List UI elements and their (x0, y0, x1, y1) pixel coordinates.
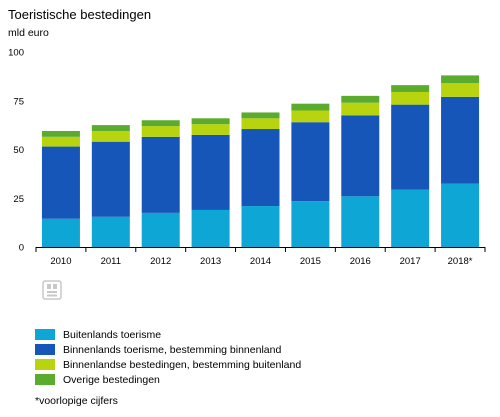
bar-segment (91, 130, 130, 142)
legend-swatch (35, 329, 55, 340)
y-tick-label: 75 (13, 96, 24, 107)
bar-segment (391, 104, 430, 190)
bar-segment (191, 118, 230, 125)
legend-label: Binnenlandse bestedingen, bestemming bui… (63, 358, 302, 371)
bar-segment (241, 112, 280, 119)
y-tick-label: 0 (19, 243, 24, 254)
bar-segment (441, 75, 480, 84)
legend-label: Overige bestedingen (63, 373, 160, 386)
bar-segment (341, 102, 380, 116)
bar-segment (391, 85, 430, 92)
legend-swatch (35, 344, 55, 355)
bar-segment (241, 206, 280, 247)
legend-swatch (35, 359, 55, 370)
bar-segment (141, 120, 180, 127)
footnote: *voorlopige cijfers (35, 395, 118, 407)
chart-title: Toeristische bestedingen (8, 7, 152, 22)
bar-segment (291, 103, 330, 111)
legend-item: Overige bestedingen (35, 372, 301, 387)
chart-legend: Buitenlands toerisme Binnenlands toerisme… (35, 327, 301, 387)
bar-segment (191, 134, 230, 210)
bar-segment (191, 124, 230, 135)
cbs-logo-icon (41, 279, 63, 301)
legend-label: Binnenlands toerisme, bestemming binnenl… (63, 343, 282, 356)
legend-label: Buitenlands toerisme (63, 328, 162, 341)
x-tick-label: 2014 (250, 256, 271, 267)
bar-segment (141, 136, 180, 213)
bar-segment (91, 141, 130, 217)
bar-segment (291, 201, 330, 247)
legend-swatch (35, 374, 55, 385)
bar-segment (441, 83, 480, 97)
legend-item: Binnenlandse bestedingen, bestemming bui… (35, 357, 301, 372)
x-tick-label: 2016 (350, 256, 371, 267)
x-tick-label: 2018* (448, 256, 473, 267)
bar-segment (41, 130, 80, 137)
bar-segment (441, 96, 480, 184)
bar-segment (391, 189, 430, 247)
stacked-bar-chart: 0 25 50 75 100 2010 2011 2012 2013 2014 2015 2016 20… (8, 48, 486, 267)
legend-item: Buitenlands toerisme (35, 327, 301, 342)
y-axis-unit-label: mld euro (8, 27, 49, 39)
bar-segment (141, 212, 180, 247)
bar-segment (291, 122, 330, 202)
bar-segment (191, 209, 230, 247)
bar-segment (291, 110, 330, 123)
y-tick-label: 100 (8, 48, 24, 59)
bar-segment (391, 91, 430, 105)
legend-item: Binnenlands toerisme, bestemming binnenl… (35, 342, 301, 357)
bar-segment (241, 118, 280, 130)
bar-segment (141, 126, 180, 137)
bar-segment (91, 216, 130, 247)
bar-segment (41, 218, 80, 247)
bar-segment (441, 183, 480, 247)
x-tick-label: 2015 (300, 256, 321, 267)
bar-segment (41, 136, 80, 147)
bar-segment (341, 196, 380, 247)
x-tick-label: 2017 (400, 256, 421, 267)
bar-segment (341, 95, 380, 103)
x-tick-label: 2012 (150, 256, 171, 267)
x-tick-label: 2010 (50, 256, 71, 267)
x-tick-label: 2011 (101, 256, 121, 267)
bar-segment (41, 146, 80, 219)
x-tick-label: 2013 (200, 256, 221, 267)
bar-segment (91, 125, 130, 131)
bar-segment (341, 115, 380, 197)
y-tick-label: 25 (13, 194, 24, 205)
y-tick-label: 50 (13, 145, 24, 156)
bar-segment (241, 129, 280, 207)
